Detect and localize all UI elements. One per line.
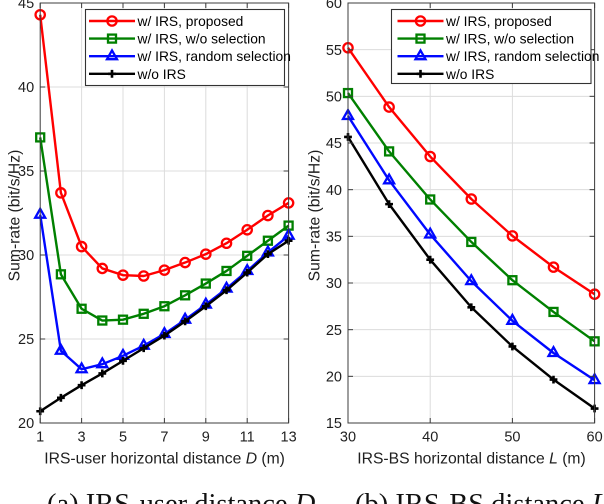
svg-text:Sum-rate (bit/s/Hz): Sum-rate (bit/s/Hz) — [307, 150, 324, 282]
svg-text:40: 40 — [18, 80, 34, 96]
svg-text:20: 20 — [326, 370, 342, 386]
svg-text:30: 30 — [18, 248, 34, 264]
svg-text:15: 15 — [326, 416, 342, 432]
svg-text:w/ IRS, random selection: w/ IRS, random selection — [445, 49, 599, 64]
svg-text:w/ IRS, proposed: w/ IRS, proposed — [137, 14, 244, 29]
svg-text:40: 40 — [326, 183, 342, 199]
svg-text:55: 55 — [326, 43, 342, 59]
svg-text:3: 3 — [78, 430, 86, 446]
svg-text:45: 45 — [18, 0, 34, 12]
svg-text:w/ IRS, random selection: w/ IRS, random selection — [137, 49, 291, 64]
svg-text:w/ IRS, w/o selection: w/ IRS, w/o selection — [137, 32, 266, 47]
svg-text:40: 40 — [422, 430, 438, 446]
svg-text:50: 50 — [326, 90, 342, 106]
svg-text:60: 60 — [587, 430, 603, 446]
svg-text:w/ IRS, proposed: w/ IRS, proposed — [445, 14, 552, 29]
svg-text:IRS-BS horizontal distance L (: IRS-BS horizontal distance L (m) — [357, 451, 585, 468]
svg-text:30: 30 — [340, 430, 356, 446]
svg-text:w/o IRS: w/o IRS — [137, 67, 186, 82]
svg-text:35: 35 — [326, 230, 342, 246]
svg-text:20: 20 — [18, 416, 34, 432]
svg-text:50: 50 — [504, 430, 520, 446]
svg-text:25: 25 — [18, 332, 34, 348]
svg-text:1: 1 — [36, 430, 44, 446]
svg-text:13: 13 — [281, 430, 297, 446]
svg-text:25: 25 — [326, 323, 342, 339]
svg-text:IRS-user horizontal distance D: IRS-user horizontal distance D (m) — [44, 451, 285, 468]
svg-text:9: 9 — [202, 430, 210, 446]
svg-text:60: 60 — [326, 0, 342, 12]
svg-text:(a) IRS-user distance D.: (a) IRS-user distance D. — [47, 489, 322, 504]
svg-text:45: 45 — [326, 136, 342, 152]
svg-text:11: 11 — [240, 430, 255, 446]
svg-text:w/o IRS: w/o IRS — [445, 67, 494, 82]
svg-text:5: 5 — [119, 430, 127, 446]
svg-text:30: 30 — [326, 276, 342, 292]
svg-text:(b) IRS-BS distance L.: (b) IRS-BS distance L. — [355, 489, 604, 504]
svg-text:w/ IRS, w/o selection: w/ IRS, w/o selection — [445, 32, 574, 47]
svg-text:Sum-rate (bit/s/Hz): Sum-rate (bit/s/Hz) — [7, 150, 24, 282]
svg-text:7: 7 — [160, 430, 168, 446]
svg-text:35: 35 — [18, 164, 34, 180]
